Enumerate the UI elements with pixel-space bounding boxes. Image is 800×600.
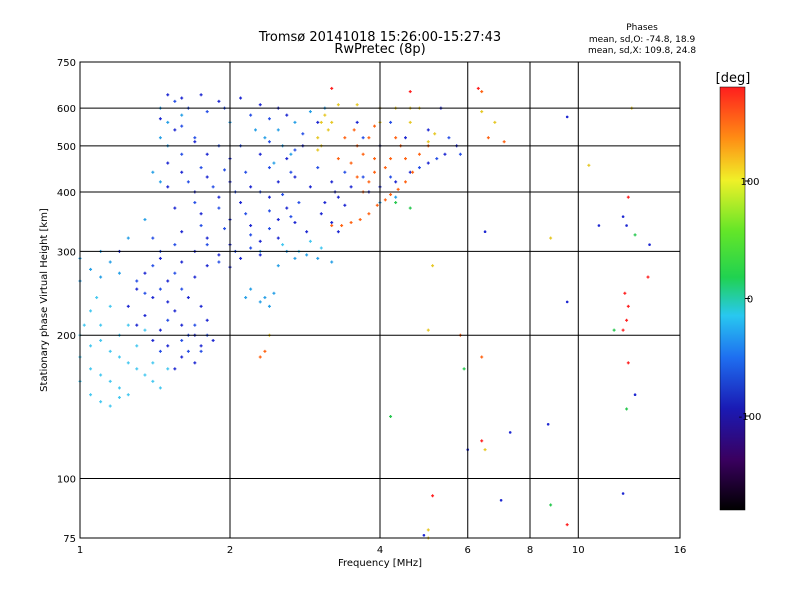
- x-axis-label: Frequency [MHz]: [338, 558, 422, 569]
- grid-lines: [80, 62, 680, 538]
- plot-frame: [79, 61, 681, 539]
- y-tick-label: 600: [57, 104, 76, 115]
- y-tick-label: 750: [57, 58, 76, 69]
- data-point: [565, 115, 569, 119]
- y-tick-label: 300: [57, 247, 76, 258]
- y-tick-label: 500: [57, 142, 76, 153]
- colorbar-tick-label: -100: [739, 412, 762, 423]
- y-tick-label: 400: [57, 188, 76, 199]
- stats-line-o: mean, sd,O: -74.8, 18.9: [589, 35, 696, 45]
- y-tick-label: 200: [57, 331, 76, 342]
- data-point: [621, 492, 625, 495]
- stats-heading: Phases: [626, 23, 658, 33]
- y-axis-label: Stationary phase Virtual Height [km]: [39, 208, 50, 392]
- chart-title: Tromsø 20141018 15:26:00-15:27:43: [258, 30, 501, 45]
- data-points: [78, 86, 651, 540]
- data-point: [508, 431, 512, 434]
- x-tick-label: 16: [674, 545, 687, 556]
- y-tick-label: 100: [57, 475, 76, 486]
- data-point: [499, 499, 503, 502]
- x-axis-ticks: 1 2 4 6 8 10 16: [77, 545, 687, 556]
- x-tick-label: 1: [77, 545, 83, 556]
- x-tick-label: 2: [227, 545, 233, 556]
- x-tick-label: 6: [465, 545, 471, 556]
- colorbar-tick-label: 0: [747, 295, 753, 306]
- colorbar: [719, 86, 746, 511]
- data-point: [565, 300, 569, 304]
- data-point: [633, 393, 637, 397]
- data-point: [625, 224, 628, 227]
- x-tick-label: 8: [527, 545, 533, 556]
- data-point: [483, 230, 487, 234]
- colorbar-label: [deg]: [716, 71, 751, 86]
- data-point: [621, 215, 625, 218]
- chart-subtitle: RwPretec (8p): [334, 42, 425, 57]
- x-tick-label: 4: [377, 545, 383, 556]
- colorbar-tick-label: 100: [740, 177, 759, 188]
- data-point: [648, 243, 651, 246]
- y-tick-label: 75: [63, 534, 76, 545]
- data-point: [546, 422, 550, 426]
- y-axis-ticks: 75 100 200 300 400 500 600 750: [57, 58, 76, 545]
- x-tick-label: 10: [572, 545, 585, 556]
- data-point: [597, 224, 601, 227]
- stats-line-x: mean, sd,X: 109.8, 24.8: [588, 46, 696, 56]
- colorbar-ticks: 100 0 -100: [739, 177, 762, 423]
- data-point: [422, 533, 426, 537]
